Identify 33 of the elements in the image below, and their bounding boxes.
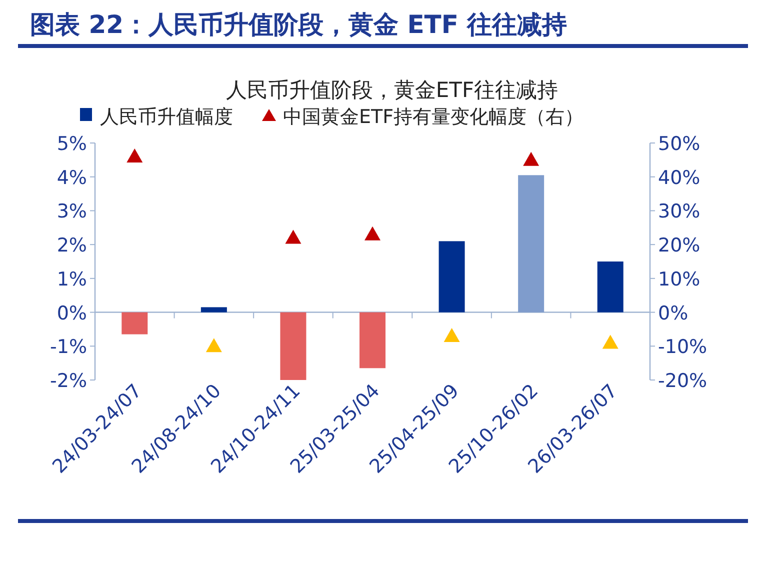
point (602, 334, 618, 349)
y2-tick-label: -10% (658, 336, 708, 358)
y-tick-label: 1% (56, 268, 87, 290)
chart-title: 图表 22：人民币升值阶段，黄金 ETF 往往减持 (30, 10, 568, 39)
legend-label: 人民币升值幅度 (100, 106, 233, 128)
y2-tick-label: 30% (658, 200, 700, 223)
bar (200, 307, 227, 312)
y2-tick-label: 10% (658, 268, 700, 290)
bar (438, 241, 465, 312)
y-tick-label: 4% (56, 166, 87, 189)
y2-tick-label: 40% (658, 166, 700, 189)
legend-label: 中国黄金ETF持有量变化幅度（右） (283, 106, 584, 128)
y2-tick-label: 20% (658, 234, 700, 257)
y2-tick-label: -20% (658, 370, 708, 392)
bar (280, 312, 306, 380)
point (285, 230, 302, 244)
point (444, 328, 460, 342)
y-tick-label: -1% (50, 336, 87, 358)
bar (122, 312, 148, 334)
y2-tick-label: 50% (658, 133, 700, 155)
bar (360, 312, 386, 368)
y-tick-label: 3% (56, 200, 87, 223)
point (523, 152, 540, 166)
y-tick-label: 0% (56, 302, 87, 324)
y-tick-label: 2% (56, 234, 87, 257)
point (364, 226, 380, 240)
bar (518, 175, 544, 312)
chart-subtitle: 人民币升值阶段，黄金ETF往往减持 (226, 78, 558, 102)
y2-tick-label: 0% (658, 302, 688, 324)
point (126, 148, 143, 163)
bar (597, 262, 624, 312)
point (206, 338, 222, 352)
y-tick-label: 5% (56, 133, 87, 155)
